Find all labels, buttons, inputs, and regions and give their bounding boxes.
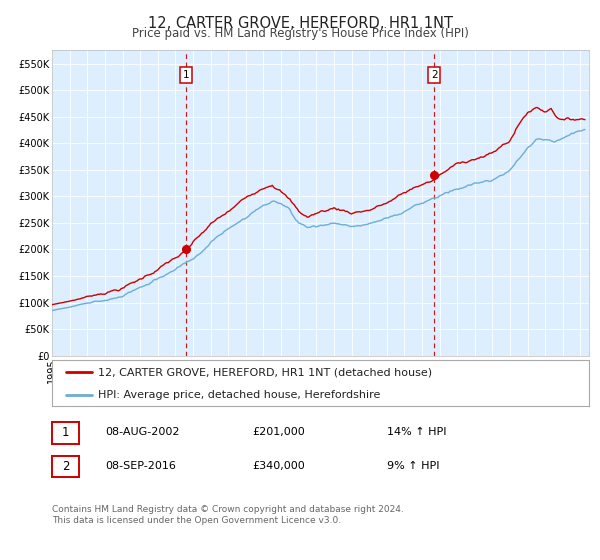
Text: £201,000: £201,000 — [252, 427, 305, 437]
Text: 14% ↑ HPI: 14% ↑ HPI — [387, 427, 446, 437]
Text: 08-SEP-2016: 08-SEP-2016 — [105, 461, 176, 471]
Text: 2: 2 — [62, 460, 69, 473]
Text: 12, CARTER GROVE, HEREFORD, HR1 1NT (detached house): 12, CARTER GROVE, HEREFORD, HR1 1NT (det… — [98, 367, 432, 377]
Text: 08-AUG-2002: 08-AUG-2002 — [105, 427, 179, 437]
Text: £340,000: £340,000 — [252, 461, 305, 471]
Text: 1: 1 — [62, 426, 69, 440]
Text: 2: 2 — [431, 71, 437, 80]
Text: HPI: Average price, detached house, Herefordshire: HPI: Average price, detached house, Here… — [98, 390, 380, 400]
Text: 12, CARTER GROVE, HEREFORD, HR1 1NT: 12, CARTER GROVE, HEREFORD, HR1 1NT — [148, 16, 452, 31]
Text: 9% ↑ HPI: 9% ↑ HPI — [387, 461, 439, 471]
Text: Price paid vs. HM Land Registry's House Price Index (HPI): Price paid vs. HM Land Registry's House … — [131, 27, 469, 40]
Text: Contains HM Land Registry data © Crown copyright and database right 2024.
This d: Contains HM Land Registry data © Crown c… — [52, 505, 404, 525]
Text: 1: 1 — [183, 71, 190, 80]
